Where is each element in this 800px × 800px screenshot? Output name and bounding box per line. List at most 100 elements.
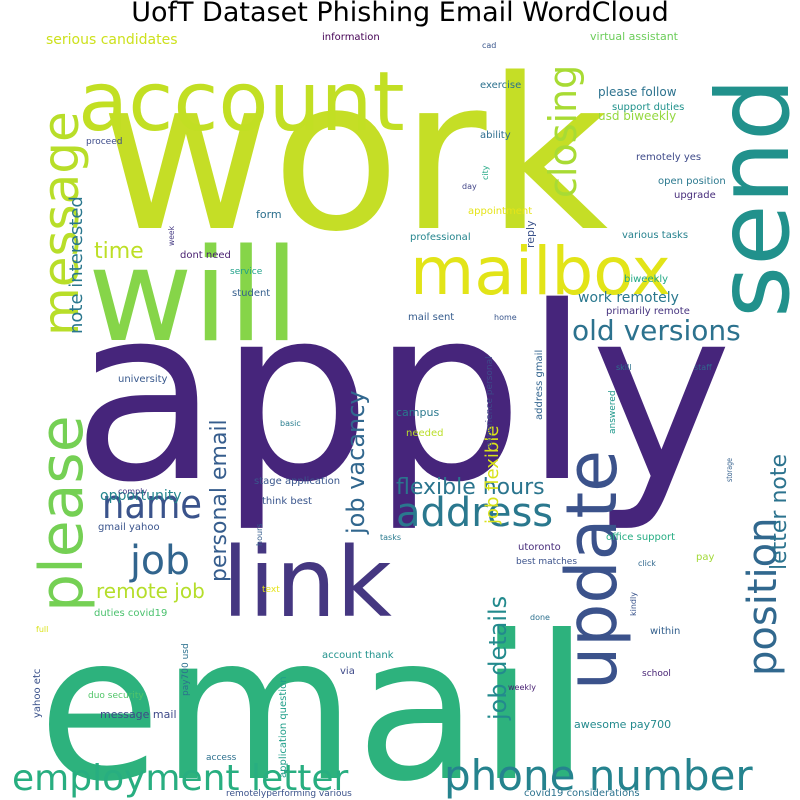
word-covid19-considerations: covid19 considerations xyxy=(524,788,640,799)
word-name: name xyxy=(102,482,202,528)
word-apply: apply xyxy=(72,255,732,535)
word-yahoo-etc: yahoo etc xyxy=(32,669,43,718)
word-ability: ability xyxy=(480,130,511,141)
word-flexible-hours: flexible hours xyxy=(396,475,545,500)
word-mail-sent: mail sent xyxy=(408,312,454,323)
word-utoronto: utoronto xyxy=(518,542,561,553)
word-appointment: appointment xyxy=(468,206,532,217)
word-mailbox: mailbox xyxy=(410,233,671,310)
word-duo-security: duo security xyxy=(88,691,144,701)
word-skill: skill xyxy=(616,363,631,372)
word-form: form xyxy=(256,208,282,221)
word-weekly: weekly xyxy=(508,683,536,692)
word-remotelyperforming-various: remotelyperforming various xyxy=(226,789,352,799)
word-hours: hours xyxy=(255,524,264,547)
word-needed: needed xyxy=(406,428,444,439)
word-remotely-yes: remotely yes xyxy=(636,152,701,163)
word-duties-covid19: duties covid19 xyxy=(94,608,167,619)
word-various-tasks: various tasks xyxy=(622,230,688,241)
word-basic: basic xyxy=(280,419,301,428)
word-send: send xyxy=(695,78,800,318)
word-via: via xyxy=(340,666,355,677)
word-link: link xyxy=(222,527,392,639)
word-message: message xyxy=(32,111,90,336)
word-staff: staff xyxy=(694,363,712,372)
word-service: service xyxy=(230,267,263,277)
word-closing: closing xyxy=(541,65,585,198)
word-letter-note: letter note xyxy=(767,454,792,570)
word-answered: answered xyxy=(608,390,618,434)
word-professional: professional xyxy=(410,232,471,243)
word-upgrade: upgrade xyxy=(674,190,716,201)
word-gmail-yahoo: gmail yahoo xyxy=(98,522,160,533)
word-job-vacancy: job vacancy xyxy=(342,390,370,535)
word-text: text xyxy=(262,585,280,595)
word-think-best: think best xyxy=(262,496,312,507)
word-address: address xyxy=(396,490,553,536)
page-title: UofT Dataset Phishing Email WordCloud xyxy=(131,0,669,28)
word-campus: campus xyxy=(396,406,439,419)
word-employment-letter: employment letter xyxy=(12,758,349,799)
word-job-details: job details xyxy=(484,596,512,721)
word-job-flexible: job flexible xyxy=(482,426,503,525)
word-job: job xyxy=(129,538,190,584)
word-information: information xyxy=(322,32,380,43)
word-please-follow: please follow xyxy=(598,85,677,99)
word-university: university xyxy=(118,374,168,385)
word-remote-job: remote job xyxy=(96,579,205,603)
word-note-interested: note interested xyxy=(66,196,87,334)
word-cad: cad xyxy=(482,41,496,50)
word-city: city xyxy=(481,165,490,180)
word-stage-application: stage application xyxy=(254,476,340,487)
word-please: please xyxy=(27,415,97,612)
word-reply: reply xyxy=(524,220,537,248)
word-virtual-assistant: virtual assistant xyxy=(590,30,679,43)
word-pay700-usd: pay700 usd xyxy=(181,643,191,696)
word-opportunity: opportunity xyxy=(100,488,182,504)
word-time: time xyxy=(94,239,144,264)
word-work-remotely: work remotely xyxy=(578,290,679,306)
word-within: within xyxy=(650,626,680,637)
word-application-question: application question xyxy=(278,676,289,778)
word-week: week xyxy=(167,226,176,246)
word-proceed: proceed xyxy=(86,137,122,147)
word-pay: pay xyxy=(696,552,714,563)
word-best-matches: best matches xyxy=(516,557,577,567)
word-dont-need: dont need xyxy=(180,250,231,261)
word-done: done xyxy=(530,613,550,622)
word-school: school xyxy=(642,669,671,679)
word-account-thank: account thank xyxy=(322,650,394,661)
word-tasks: tasks xyxy=(380,533,401,542)
word-office-support: office support xyxy=(606,532,675,543)
word-access: access xyxy=(206,753,237,763)
word-email: email xyxy=(38,593,590,800)
word-update: update xyxy=(551,450,633,690)
word-awesome-pay700: awesome pay700 xyxy=(574,718,671,731)
word-experience-personal: experience personal xyxy=(485,356,495,448)
word-exercise: exercise xyxy=(480,80,521,91)
word-work: work xyxy=(100,33,608,278)
word-usd-biweekly: usd biweekly xyxy=(598,109,676,123)
word-day: day xyxy=(462,182,477,191)
word-full: full xyxy=(36,625,48,634)
word-support-duties: support duties xyxy=(612,102,684,113)
word-message-mail: message mail xyxy=(100,708,177,721)
word-kindly: kindly xyxy=(629,592,638,616)
word-home: home xyxy=(494,313,517,322)
word-position: position xyxy=(740,518,786,676)
word-student: student xyxy=(232,288,270,299)
word-biweekly: biweekly xyxy=(624,274,668,285)
word-personal-email: personal email xyxy=(207,419,232,582)
word-old-versions: old versions xyxy=(572,314,741,347)
word-serious-candidates: serious candidates xyxy=(46,32,178,48)
word-open-position: open position xyxy=(658,176,726,187)
word-phone-number: phone number xyxy=(444,751,753,800)
word-will: will xyxy=(88,222,299,371)
word-account: account xyxy=(78,55,405,150)
word-comply: comply xyxy=(118,487,147,496)
word-click: click xyxy=(638,559,656,568)
word-primarily-remote: primarily remote xyxy=(606,306,690,317)
word-address-gmail: address gmail xyxy=(534,350,545,420)
word-storage: storage xyxy=(725,458,734,482)
